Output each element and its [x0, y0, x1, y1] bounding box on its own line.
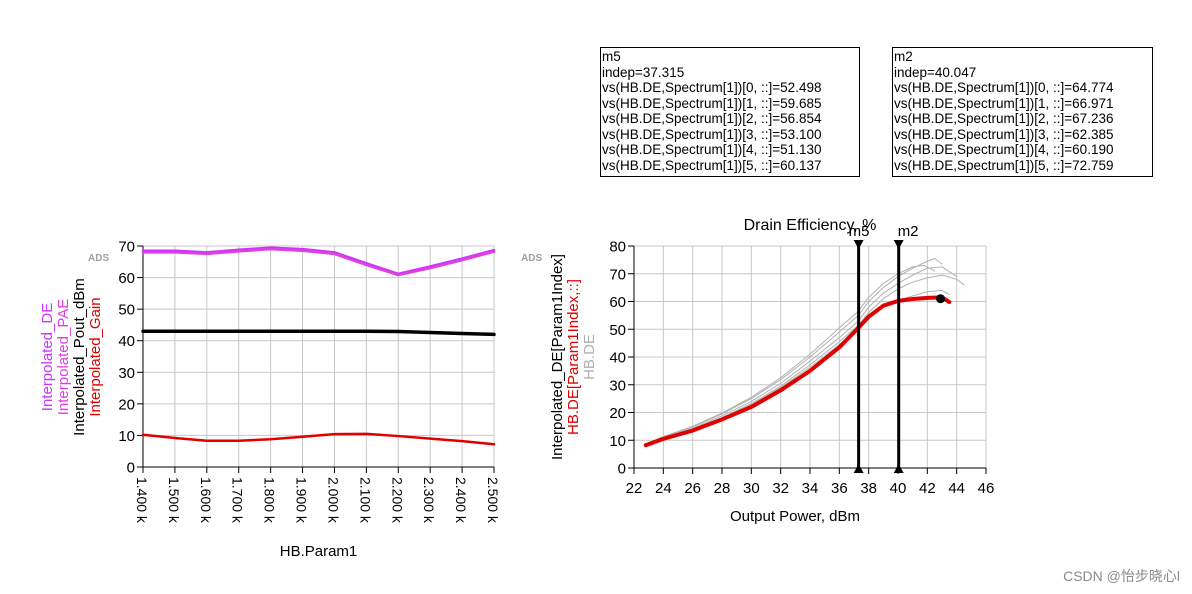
- y-tick-label: 0: [127, 460, 135, 477]
- chart-title: Drain Efficiency, %: [744, 217, 877, 234]
- marker-name: m2: [894, 49, 913, 64]
- y-tick-label: 70: [609, 266, 626, 283]
- y-axis-label: Interpolated_DE[Param1Index]: [549, 254, 566, 460]
- x-tick-label: 2.100 k: [357, 477, 373, 524]
- y-tick-label: 20: [118, 396, 135, 413]
- x-tick-label: 1.600 k: [198, 477, 214, 524]
- marker-value: vs(HB.DE,Spectrum[1])[5, ::]=72.759: [894, 157, 1114, 173]
- marker-readout-m2: m2 indep=40.047 vs(HB.DE,Spectrum[1])[0,…: [892, 47, 1153, 177]
- x-tick-label: 2.000 k: [325, 477, 341, 524]
- x-tick-label: 44: [948, 480, 965, 497]
- x-tick-label: 1.800 k: [262, 477, 278, 524]
- marker-indep: indep=37.315: [602, 64, 685, 80]
- y-tick-label: 80: [609, 239, 626, 256]
- x-tick-label: 1.900 k: [294, 477, 310, 524]
- marker-value: vs(HB.DE,Spectrum[1])[0, ::]=64.774: [894, 80, 1114, 95]
- series-line: [141, 329, 496, 337]
- y-tick-label: 40: [118, 333, 135, 350]
- y-tick-label: 20: [609, 405, 626, 422]
- ads-badge: ADS: [88, 253, 109, 264]
- y-tick-label: 30: [118, 365, 135, 382]
- x-tick-label: 42: [919, 480, 936, 497]
- marker-readout-m5: m5 indep=37.315 vs(HB.DE,Spectrum[1])[0,…: [600, 47, 860, 177]
- y-axis-label: HB.DE: [581, 334, 598, 380]
- marker-bottom-arrow: [893, 464, 904, 473]
- y-tick-label: 60: [609, 294, 626, 311]
- x-tick-label: 40: [890, 480, 907, 497]
- x-tick-label: 2.500 k: [485, 477, 501, 524]
- y-tick-label: 30: [609, 377, 626, 394]
- x-axis-label: Output Power, dBm: [730, 508, 860, 525]
- x-tick-label: 30: [743, 480, 760, 497]
- x-tick-label: 28: [714, 480, 731, 497]
- watermark: CSDN @怡步晓心l: [1063, 568, 1180, 584]
- marker-value: vs(HB.DE,Spectrum[1])[5, ::]=60.137: [602, 157, 822, 173]
- x-tick-label: 46: [978, 480, 995, 497]
- marker-top-arrow: [853, 240, 864, 249]
- y-axis-label: Interpolated_DE: [39, 303, 56, 411]
- marker-value: vs(HB.DE,Spectrum[1])[2, ::]=67.236: [894, 111, 1114, 126]
- marker-value: vs(HB.DE,Spectrum[1])[0, ::]=52.498: [602, 80, 822, 95]
- series-line: [141, 432, 496, 446]
- y-tick-label: 40: [609, 350, 626, 367]
- x-tick-label: 1.500 k: [166, 477, 182, 524]
- y-tick-label: 70: [118, 239, 135, 256]
- y-tick-label: 60: [118, 270, 135, 287]
- series-line: [645, 266, 958, 445]
- series-line: [645, 289, 950, 446]
- marker-top-arrow: [893, 240, 904, 249]
- marker-label: m2: [898, 223, 919, 240]
- series-line: [645, 257, 943, 445]
- marker-label: m5: [849, 223, 870, 240]
- ads-badge: ADS: [521, 253, 542, 264]
- series-line: [141, 246, 496, 276]
- x-tick-label: 1.400 k: [134, 477, 150, 524]
- y-axis-label: HB.DE[Param1Index,::]: [565, 279, 582, 435]
- y-tick-label: 50: [609, 322, 626, 339]
- x-tick-label: 32: [772, 480, 789, 497]
- endpoint-dot: [936, 294, 946, 304]
- x-tick-label: 26: [684, 480, 701, 497]
- y-tick-label: 10: [609, 433, 626, 450]
- series-line: [645, 264, 936, 445]
- series-line: [643, 295, 952, 448]
- x-tick-label: 22: [626, 480, 643, 497]
- x-tick-label: 1.700 k: [230, 477, 246, 524]
- x-tick-label: 2.300 k: [421, 477, 437, 524]
- series-line: [141, 247, 496, 277]
- marker-value: vs(HB.DE,Spectrum[1])[2, ::]=56.854: [602, 111, 822, 126]
- marker-bottom-arrow: [853, 464, 864, 473]
- x-axis-label: HB.Param1: [280, 543, 358, 560]
- y-tick-label: 0: [618, 461, 626, 478]
- y-axis-label: Interpolated_Pout_dBm: [71, 278, 88, 436]
- x-tick-label: 36: [831, 480, 848, 497]
- marker-name: m5: [602, 49, 621, 64]
- y-tick-label: 10: [118, 428, 135, 445]
- x-tick-label: 24: [655, 480, 672, 497]
- marker-value: vs(HB.DE,Spectrum[1])[4, ::]=60.190: [894, 142, 1114, 157]
- x-tick-label: 2.200 k: [389, 477, 405, 524]
- y-axis-label: Interpolated_PAE: [55, 299, 72, 415]
- marker-value: vs(HB.DE,Spectrum[1])[4, ::]=51.130: [602, 142, 822, 157]
- x-tick-label: 34: [802, 480, 819, 497]
- marker-value: vs(HB.DE,Spectrum[1])[1, ::]=66.971: [894, 95, 1114, 111]
- x-tick-label: 38: [860, 480, 877, 497]
- marker-value: vs(HB.DE,Spectrum[1])[3, ::]=62.385: [894, 126, 1114, 142]
- y-tick-label: 50: [118, 302, 135, 319]
- marker-value: vs(HB.DE,Spectrum[1])[3, ::]=53.100: [602, 126, 822, 142]
- y-axis-label: Interpolated_Gain: [87, 297, 104, 416]
- marker-value: vs(HB.DE,Spectrum[1])[1, ::]=59.685: [602, 95, 822, 111]
- marker-indep: indep=40.047: [894, 64, 977, 80]
- x-tick-label: 2.400 k: [453, 477, 469, 524]
